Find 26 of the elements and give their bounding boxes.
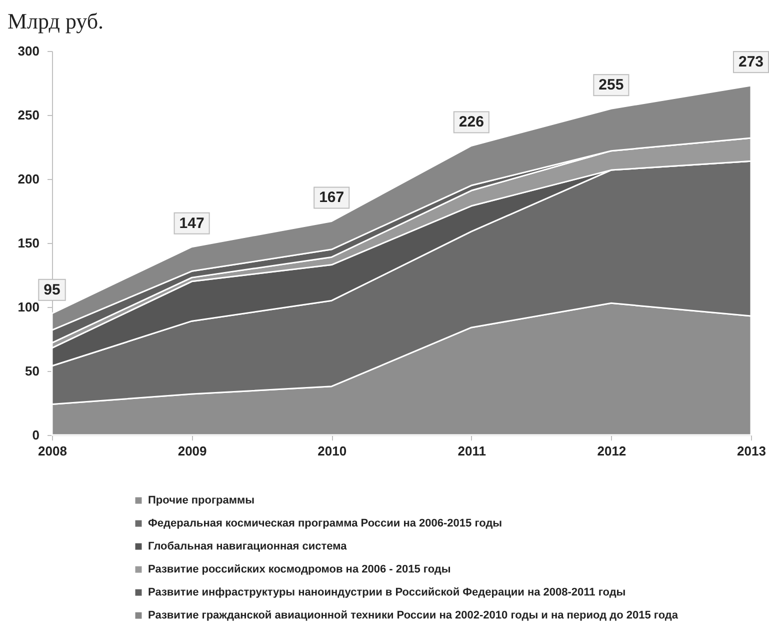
- total-label: 255: [598, 76, 624, 94]
- y-tick-label: 200: [18, 172, 40, 186]
- total-label: 95: [44, 281, 60, 298]
- total-label: 167: [319, 189, 344, 206]
- x-tick-label: 2011: [458, 444, 486, 458]
- x-tick-label: 2013: [737, 444, 766, 458]
- legend-label: Прочие программы: [148, 494, 255, 506]
- y-tick-label: 250: [18, 108, 40, 122]
- total-label: 147: [179, 214, 204, 232]
- y-tick-label: 0: [32, 428, 40, 442]
- y-axis-title: Млрд руб.: [8, 8, 104, 34]
- total-label: 273: [738, 54, 764, 71]
- y-tick-label: 100: [18, 300, 40, 314]
- x-tick-label: 2009: [178, 444, 207, 458]
- legend-label: Развитие гражданской авиационной техники России на 2002-2010 годы и на период до 2015 года: [148, 610, 679, 622]
- y-tick-label: 50: [25, 364, 40, 378]
- total-label: 226: [458, 114, 484, 131]
- y-tick-label: 300: [18, 44, 40, 58]
- x-tick-label: 2012: [597, 444, 626, 458]
- legend-label: Глобальная навигационная система: [148, 540, 348, 552]
- x-tick-label: 2010: [318, 444, 347, 458]
- y-tick-label: 150: [18, 236, 40, 250]
- legend-label: Развитие инфраструктуры наноиндустрии в Российской Федерации на 2008-2011 годы: [148, 586, 626, 598]
- legend-label: Федеральная космическая программа России на 2006-2015 годы: [148, 518, 502, 530]
- legend-label: Развитие российских космодромов на 2006 - 2015 годы: [148, 564, 451, 576]
- x-tick-label: 2008: [38, 444, 67, 458]
